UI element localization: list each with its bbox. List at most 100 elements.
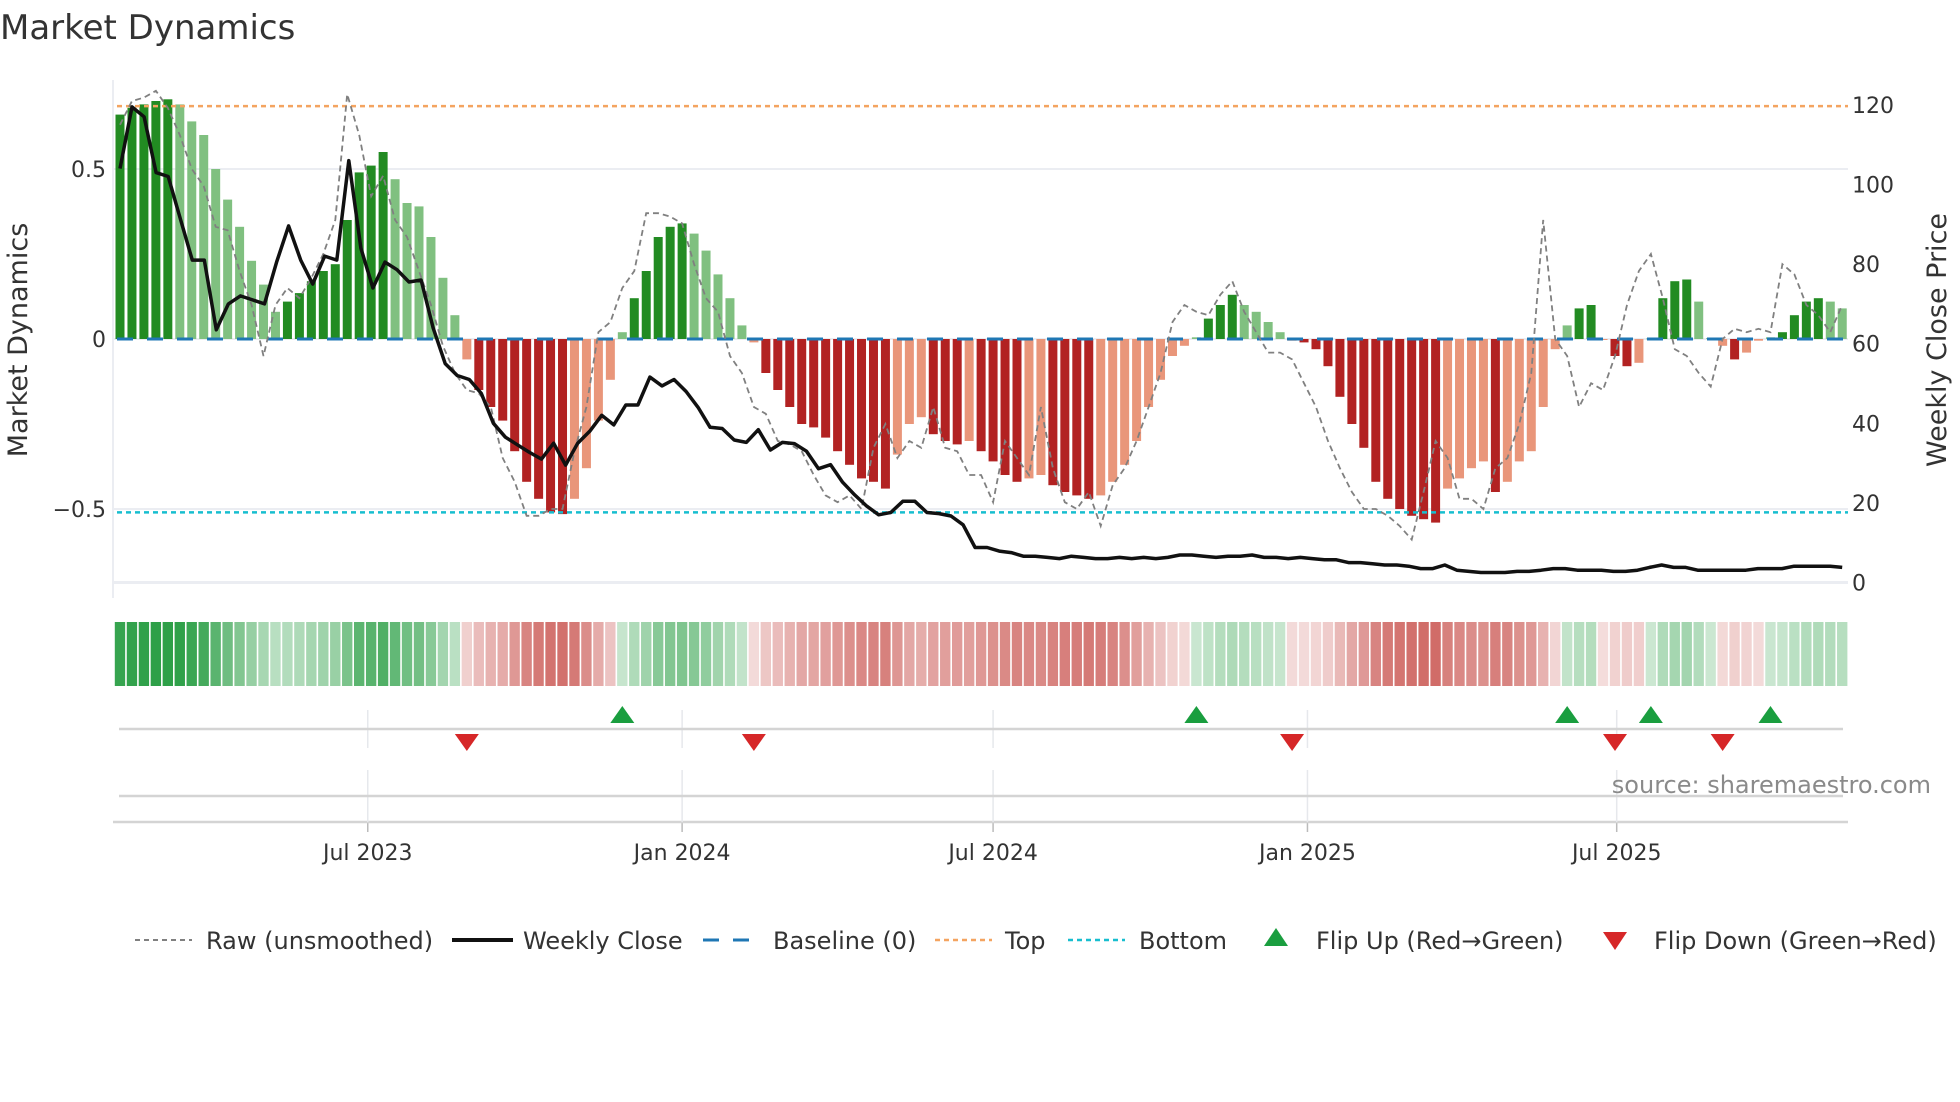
heat-strip-cell <box>641 622 652 686</box>
heat-strip-cell <box>1334 622 1346 686</box>
momentum-bar <box>187 121 197 340</box>
heat-strip-cell <box>1681 622 1692 686</box>
momentum-bar <box>737 325 747 339</box>
momentum-bar <box>1048 339 1058 486</box>
heat-strip-cell <box>1023 622 1035 686</box>
heat-strip-cell <box>1047 622 1059 686</box>
momentum-bar <box>1658 298 1668 339</box>
momentum-bar <box>928 339 938 435</box>
legend-bottom-label: Bottom <box>1139 927 1227 955</box>
momentum-bar <box>199 135 209 339</box>
heat-strip-cell <box>1789 622 1800 686</box>
heat-strip-cell <box>1394 622 1405 686</box>
x-tick-label: Jan 2025 <box>1257 841 1356 866</box>
momentum-bar <box>1383 339 1393 499</box>
legend-raw-label: Raw (unsmoothed) <box>206 927 433 955</box>
momentum-bar <box>569 339 579 499</box>
heat-strip-cell <box>569 622 580 686</box>
flip-up-marker <box>1184 706 1209 723</box>
momentum-bar <box>1156 339 1166 380</box>
momentum-bar <box>450 315 460 339</box>
heat-strip-cell <box>1167 622 1178 686</box>
heat-strip-cell <box>162 622 173 686</box>
legend-close-label: Weekly Close <box>523 927 683 955</box>
momentum-bar <box>522 339 532 482</box>
momentum-bar <box>1443 339 1453 489</box>
momentum-bar <box>163 99 173 339</box>
momentum-bar <box>725 298 735 339</box>
heat-strip-cell <box>664 622 676 686</box>
heat-strip-cell <box>1215 622 1226 686</box>
y-tick-label-right: 60 <box>1852 333 1880 358</box>
y-tick-label-right: 80 <box>1852 253 1880 278</box>
heat-strip-cell <box>1059 622 1070 686</box>
heat-strip-cell <box>1107 622 1118 686</box>
momentum-bar <box>749 339 759 343</box>
heat-strip-cell <box>1310 622 1322 686</box>
heat-strip-cell <box>401 622 413 686</box>
momentum-bar <box>1574 308 1584 339</box>
momentum-bar <box>1514 339 1524 462</box>
momentum-bar <box>1000 339 1010 475</box>
heat-strip-cell <box>425 622 437 686</box>
momentum-bar <box>1538 339 1548 407</box>
momentum-bar <box>1227 294 1237 339</box>
heat-strip-cell <box>653 622 664 686</box>
momentum-bar <box>1478 339 1488 462</box>
momentum-bar <box>1622 339 1632 367</box>
reference-lines <box>117 104 1848 514</box>
momentum-bar <box>498 339 508 421</box>
heat-strip-cell <box>1406 622 1417 686</box>
heat-strip-cell <box>354 622 365 686</box>
momentum-bar <box>809 339 819 428</box>
heat-strip-cell <box>258 622 269 686</box>
heat-strip-cell <box>1633 622 1645 686</box>
momentum-bar <box>1419 339 1429 520</box>
heat-strip-cell <box>987 622 999 686</box>
momentum-bar <box>773 339 783 390</box>
heat-strip-cell <box>1705 622 1716 686</box>
heat-strip-cell <box>1155 622 1166 686</box>
momentum-bar <box>1215 305 1225 339</box>
heat-strip-cell <box>593 622 604 686</box>
heat-strip-cell <box>1251 622 1262 686</box>
momentum-bar <box>342 220 352 339</box>
heat-strip-cell <box>975 622 987 686</box>
heat-strip-cell <box>150 622 162 686</box>
momentum-bar <box>1777 332 1787 339</box>
heat-strip-cell <box>1657 622 1668 686</box>
heat-strip-cell <box>1131 622 1142 686</box>
momentum-bar <box>139 104 149 340</box>
heat-strip-cell <box>1514 622 1525 686</box>
momentum-bar <box>593 339 603 421</box>
heat-strip-cell <box>521 622 532 686</box>
momentum-bar <box>1754 339 1764 341</box>
momentum-bar <box>151 101 161 339</box>
heat-strip-cell <box>365 622 377 686</box>
heat-strip-cell <box>808 622 819 686</box>
flip-up-marker <box>1555 706 1580 723</box>
momentum-bars <box>115 99 1847 523</box>
momentum-bar <box>1359 339 1369 448</box>
heat-strip-cell <box>1382 622 1393 686</box>
momentum-bar <box>1323 339 1333 367</box>
y-tick-label-left: 0.5 <box>71 158 106 183</box>
momentum-bar <box>845 339 855 465</box>
heat-strip-cell <box>1454 622 1465 686</box>
heat-strip-cell <box>1813 622 1824 686</box>
heat-strip-cell <box>377 622 389 686</box>
momentum-bar <box>1203 318 1213 339</box>
source-watermark: source: sharemaestro.com <box>1612 771 1931 799</box>
momentum-bar <box>892 339 902 455</box>
momentum-bar <box>1191 337 1201 339</box>
momentum-bar <box>1742 339 1752 353</box>
momentum-bar <box>581 339 591 469</box>
momentum-bar <box>761 339 771 373</box>
y-tick-label-right: 0 <box>1852 572 1866 597</box>
momentum-bar <box>665 226 675 339</box>
momentum-bar <box>1084 339 1094 499</box>
momentum-bar <box>534 339 544 499</box>
momentum-bar <box>1610 339 1620 356</box>
momentum-bar <box>641 271 651 339</box>
momentum-bar <box>1825 301 1835 339</box>
